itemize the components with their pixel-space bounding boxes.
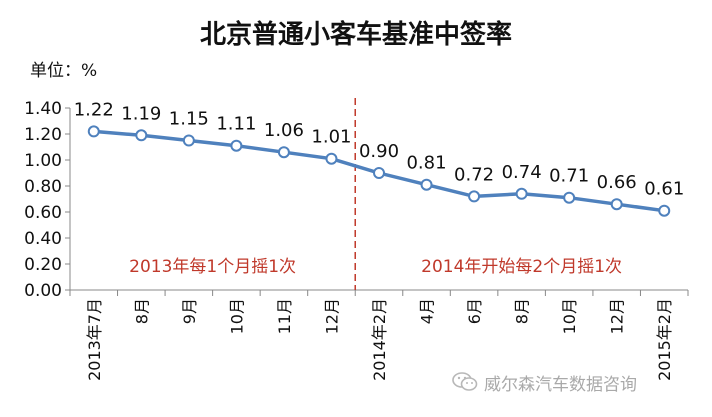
data-label: 1.19 [121,103,161,124]
annotation-2013: 2013年每1个月摇1次 [129,257,296,277]
data-point [420,178,433,191]
data-label: 0.71 [549,166,589,187]
data-point [182,134,195,147]
y-tick-label: 1.00 [24,151,62,171]
data-label: 1.22 [74,99,114,120]
x-tick-label: 10月 [560,298,579,334]
watermark: 威尔森汽车数据咨询 [452,368,708,396]
y-tick-label: 0.40 [24,229,62,249]
data-label: 0.61 [644,179,684,200]
data-label: 1.06 [264,120,304,141]
data-label: 0.72 [454,164,494,185]
x-tick-label: 2013年7月 [85,298,104,381]
x-tick-label: 4月 [418,298,437,324]
y-tick-label: 0.00 [24,281,62,301]
x-tick-label: 8月 [132,298,151,324]
data-point [658,204,671,217]
x-tick-label: 12月 [608,298,627,334]
data-point [563,191,576,204]
x-tick-label: 6月 [465,298,484,324]
y-tick-label: 1.40 [24,99,62,119]
data-point [277,146,290,159]
data-label: 0.66 [597,172,637,193]
y-tick-label: 1.20 [24,125,62,145]
data-point [325,152,338,165]
y-tick-label: 0.80 [24,177,62,197]
x-tick-label: 12月 [322,298,341,334]
data-label: 1.01 [311,127,351,148]
x-tick-label: 8月 [513,298,532,324]
watermark-text: 威尔森汽车数据咨询 [484,374,637,395]
x-tick-label: 9月 [180,298,199,324]
y-tick-label: 0.60 [24,203,62,223]
x-tick-label: 2014年2月 [370,298,389,381]
unit-label: 单位：% [30,61,98,81]
chart-title: 北京普通小客车基准中签率 [199,20,512,50]
annotation-2014: 2014年开始每2个月摇1次 [421,257,622,277]
data-point [135,129,148,142]
data-point [230,139,243,152]
y-tick-label: 0.20 [24,255,62,275]
data-label: 0.74 [502,162,542,183]
data-point [373,167,385,179]
x-tick-label: 2015年2月 [655,298,674,381]
data-label: 1.11 [216,114,256,135]
data-point [468,190,481,203]
wechat-icon [452,372,478,391]
data-point [515,187,528,200]
data-label: 1.15 [169,109,209,130]
data-point [87,125,100,138]
x-tick-label: 11月 [275,298,294,334]
data-label: 0.90 [359,141,399,162]
x-tick-label: 10月 [227,298,246,334]
data-label: 0.81 [406,153,446,174]
data-point [610,198,623,211]
